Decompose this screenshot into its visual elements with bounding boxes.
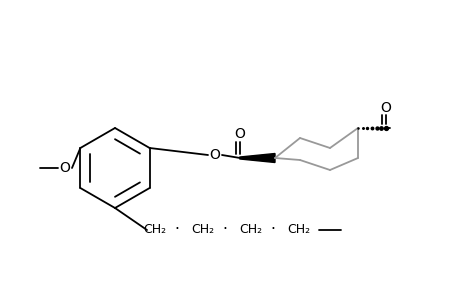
Text: O: O [234, 127, 245, 141]
Text: ·: · [270, 223, 275, 238]
Polygon shape [240, 154, 274, 163]
Text: ·: · [222, 223, 227, 238]
Text: CH₂: CH₂ [143, 224, 166, 236]
Text: O: O [209, 148, 220, 162]
Text: O: O [59, 161, 70, 175]
Text: ·: · [174, 223, 179, 238]
Text: CH₂: CH₂ [287, 224, 310, 236]
Text: O: O [380, 101, 391, 115]
Text: CH₂: CH₂ [191, 224, 214, 236]
Text: CH₂: CH₂ [239, 224, 262, 236]
